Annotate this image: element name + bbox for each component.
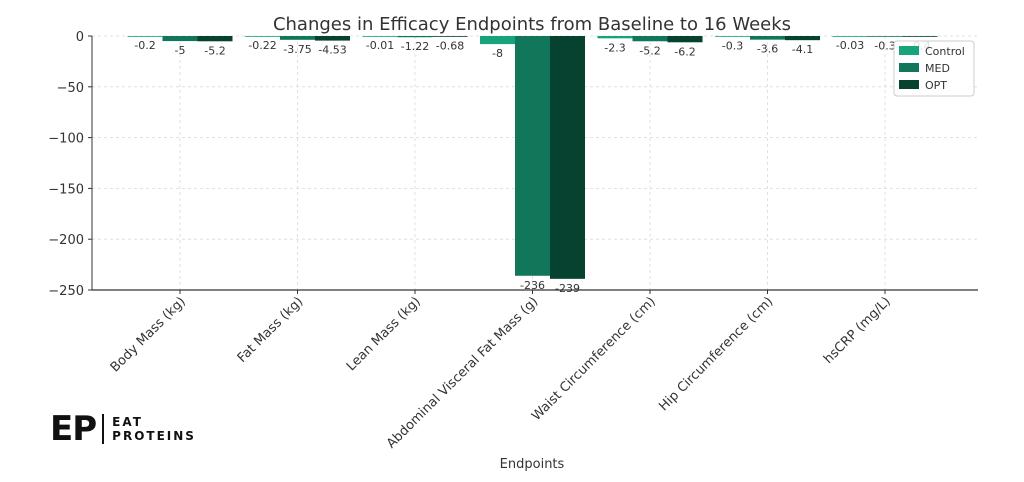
- data-label: -0.03: [836, 39, 864, 52]
- eat-proteins-logo: EP EAT PROTEINS: [50, 412, 196, 446]
- data-label: -3.75: [283, 43, 311, 56]
- y-tick-label: −250: [48, 284, 84, 299]
- bars: [127, 36, 938, 279]
- legend-swatch-control: [899, 46, 919, 55]
- logo-divider: [102, 414, 105, 444]
- bar-control: [362, 36, 398, 37]
- legend: Control MED OPT: [893, 40, 975, 97]
- data-label: -4.1: [792, 43, 813, 56]
- bar-opt: [667, 36, 703, 43]
- data-label: -0.2: [134, 39, 155, 52]
- data-label: -0.01: [366, 39, 394, 52]
- data-label: -239: [555, 282, 580, 295]
- bar-med: [280, 36, 315, 40]
- y-tick-label: −200: [48, 233, 84, 248]
- legend-label: MED: [925, 62, 950, 75]
- logo-text: EAT PROTEINS: [112, 415, 196, 443]
- bar-med: [867, 36, 903, 37]
- logo-mark: EP: [50, 409, 97, 449]
- logo-line-1: EAT: [112, 415, 143, 429]
- data-label: -0.3: [722, 39, 743, 52]
- chart-title: Changes in Efficacy Endpoints from Basel…: [273, 14, 791, 35]
- data-label: -0.68: [436, 40, 464, 53]
- bar-control: [127, 36, 163, 37]
- data-label: -236: [520, 279, 545, 292]
- x-tick-label: Hip Circumference (cm): [656, 294, 776, 414]
- data-label: -3.6: [757, 43, 778, 56]
- x-tick-label: hsCRP (mg/L): [821, 294, 894, 367]
- bar-med: [397, 36, 433, 38]
- bar-control: [597, 36, 633, 39]
- y-tick-label: −100: [48, 132, 84, 147]
- bar-opt: [550, 36, 585, 279]
- y-tick-label: −50: [57, 81, 84, 96]
- bar-med: [632, 36, 668, 42]
- logo-line-2: PROTEINS: [112, 429, 196, 443]
- legend-swatch-opt: [899, 80, 919, 89]
- bar-opt: [902, 36, 938, 37]
- data-label: -2.3: [604, 41, 625, 54]
- data-label: -5.2: [639, 44, 660, 57]
- x-tick-label: Fat Mass (kg): [235, 294, 307, 366]
- y-tick-label: 0: [76, 30, 84, 45]
- legend-label: OPT: [925, 79, 947, 92]
- data-label: -1.22: [401, 40, 429, 53]
- x-tick-label: Body Mass (kg): [108, 294, 189, 375]
- bar-opt: [197, 36, 233, 42]
- x-axis-label: Endpoints: [500, 457, 565, 472]
- bar-med: [750, 36, 785, 40]
- bar-control: [245, 36, 280, 37]
- bar-opt: [785, 36, 820, 41]
- data-label: -5.2: [204, 44, 225, 57]
- value-labels: -0.2 -0.22 -0.01 -8 -2.3 -0.3 -0.03 -5 -3.75 -1.2…: [134, 39, 930, 295]
- data-label: -6.2: [674, 45, 695, 58]
- legend-label: Control: [925, 45, 965, 58]
- bar-med: [162, 36, 198, 42]
- bar-opt: [432, 36, 468, 37]
- y-tick-label: −150: [48, 182, 84, 197]
- bar-control: [832, 36, 868, 37]
- bar-control: [715, 36, 750, 37]
- legend-swatch-med: [899, 63, 919, 72]
- x-tick-label: Waist Circumference (cm): [529, 294, 659, 424]
- axes: 0 −50 −100 −150 −200 −250 Body Mass (kg) Fat Ma…: [48, 30, 978, 452]
- bar-control: [480, 36, 515, 45]
- data-label: -0.22: [248, 39, 276, 52]
- bar-opt: [315, 36, 350, 41]
- data-label: -0.3: [874, 39, 895, 52]
- data-label: -4.53: [318, 44, 346, 57]
- bar-med: [515, 36, 550, 276]
- data-label: -8: [492, 47, 503, 60]
- data-label: -5: [175, 44, 186, 57]
- x-tick-label: Lean Mass (kg): [344, 294, 424, 374]
